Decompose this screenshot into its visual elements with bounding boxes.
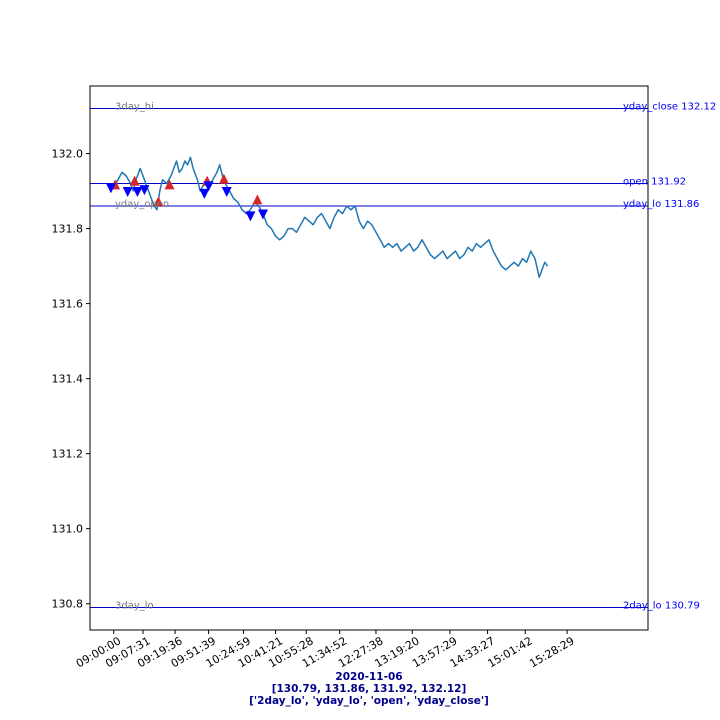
- y-tick-label: 131.0: [52, 523, 84, 536]
- levels-names: ['2day_lo', 'yday_lo', 'open', 'yday_clo…: [249, 695, 489, 707]
- reference-lines: [90, 108, 648, 608]
- plot-frame: [89, 85, 649, 631]
- down-marker: [257, 209, 268, 220]
- down-marker: [203, 181, 214, 192]
- down-marker: [199, 188, 210, 199]
- up-marker: [252, 194, 263, 205]
- reference-label-right: yday_lo 131.86: [623, 199, 699, 210]
- y-tick-label: 131.6: [52, 298, 84, 311]
- reference-label-left: 3day_lo: [115, 600, 154, 611]
- y-axis: 130.8 131.0 131.2 131.4 131.6 131.8 132.0: [52, 148, 90, 611]
- chart-date: 2020-11-06: [335, 671, 403, 683]
- down-marker: [122, 187, 133, 198]
- reference-label-right: 2day_lo 130.79: [623, 600, 700, 611]
- down-marker: [221, 187, 232, 198]
- signal-markers: [105, 173, 268, 222]
- y-tick-label: 130.8: [52, 598, 84, 611]
- reference-label-right: yday_close 132.12: [623, 102, 716, 113]
- down-marker: [245, 211, 256, 222]
- down-marker: [105, 183, 116, 194]
- reference-label-left: 3day_hi: [115, 102, 154, 113]
- levels-values: [130.79, 131.86, 131.92, 132.12]: [271, 683, 467, 695]
- up-marker: [153, 196, 164, 207]
- down-marker: [132, 187, 143, 198]
- up-marker: [129, 175, 140, 186]
- up-marker: [164, 179, 175, 190]
- y-tick-label: 132.0: [52, 148, 84, 161]
- y-tick-label: 131.4: [52, 373, 84, 386]
- up-marker: [218, 173, 229, 184]
- price-line: [113, 156, 549, 279]
- price-series: [113, 156, 549, 279]
- reference-label-left: yday_open: [115, 199, 169, 210]
- x-tick-label: 15:28:29: [527, 634, 576, 670]
- y-tick-label: 131.2: [52, 448, 84, 461]
- y-tick-label: 131.8: [52, 223, 84, 236]
- x-axis: 09:00:0009:07:3109:19:3609:51:3910:24:59…: [74, 630, 577, 670]
- reference-label-right: open 131.92: [623, 177, 686, 188]
- down-marker: [139, 185, 150, 196]
